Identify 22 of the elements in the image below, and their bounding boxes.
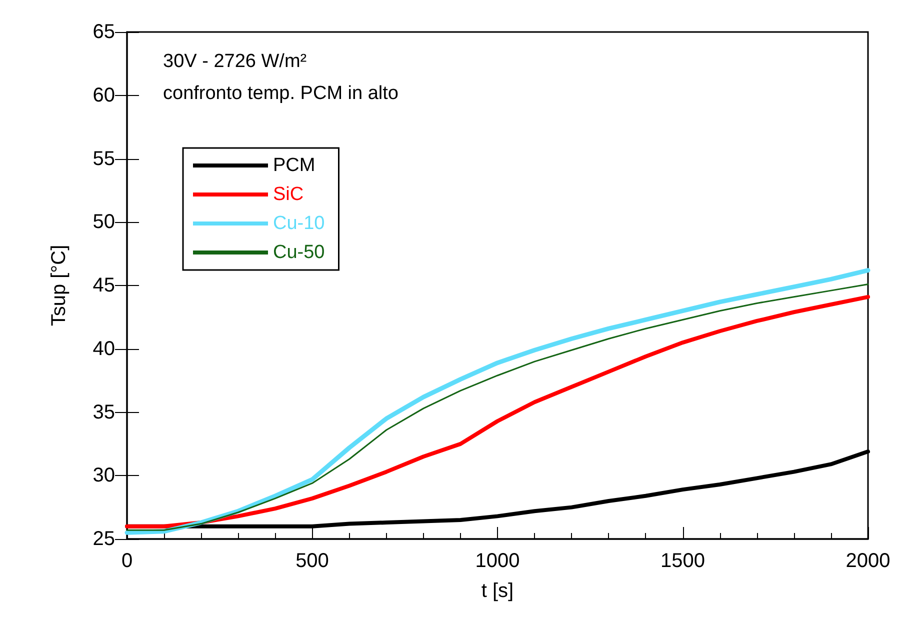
x-tick-label: 1000 (475, 550, 520, 572)
y-tick-label: 30 (92, 464, 115, 487)
y-tick-label: 60 (92, 84, 115, 106)
y-tick-label: 35 (92, 401, 115, 424)
legend-label: PCM (273, 155, 316, 176)
x-tick-label: 500 (296, 550, 329, 572)
y-tick-label: 25 (92, 528, 115, 550)
x-tick-label: 0 (121, 550, 133, 572)
x-tick-label: 2000 (846, 550, 890, 572)
annotation: 30V - 2726 W/m² (163, 51, 307, 72)
x-tick-label: 1500 (660, 550, 705, 572)
y-tick-label: 50 (92, 211, 115, 234)
legend-label: Cu-50 (273, 242, 325, 263)
y-tick-label: 40 (92, 338, 115, 360)
legend-label: SiC (273, 184, 304, 205)
y-axis-title: Tsup [°C] (48, 244, 70, 326)
y-tick-label: 55 (92, 148, 115, 170)
y-tick-label: 45 (92, 274, 115, 296)
annotation: confronto temp. PCM in alto (163, 83, 398, 104)
x-axis-title: t [s] (481, 580, 514, 602)
y-tick-label: 65 (92, 21, 115, 43)
legend-label: Cu-10 (273, 213, 325, 234)
